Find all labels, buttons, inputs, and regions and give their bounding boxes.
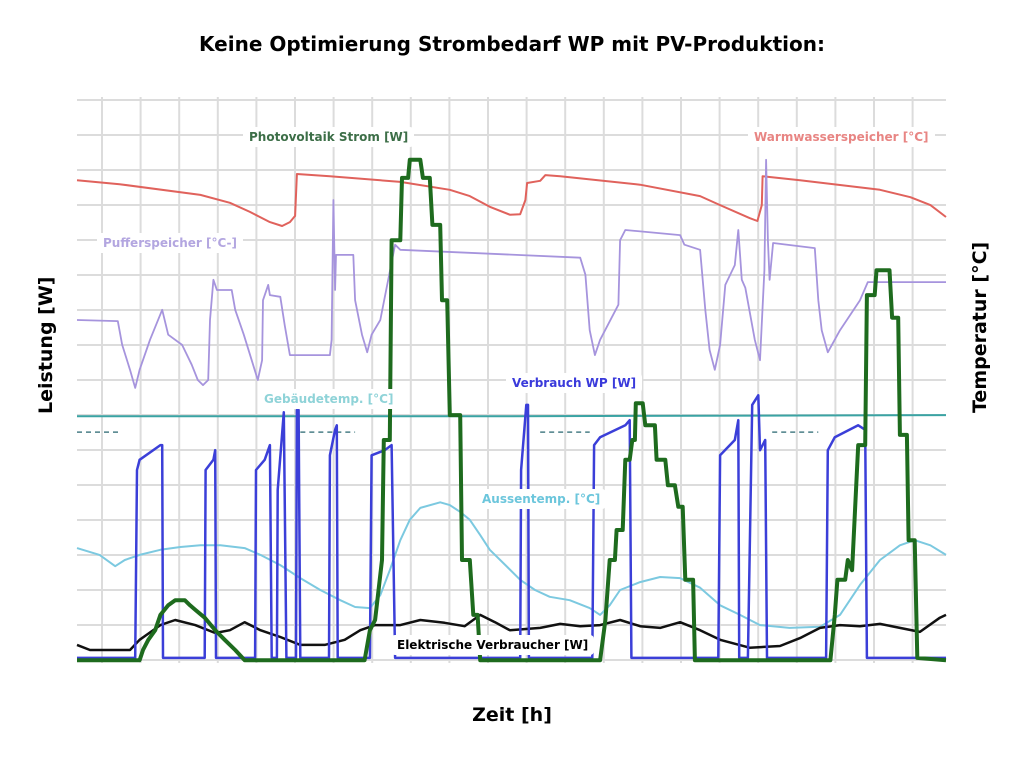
legend-label-gebaeudetemp: Gebäudetemp. [°C] [258,389,400,409]
series-line-warmwasserspeicher-c [76,173,947,227]
legend-label-warmwasser: Warmwasserspeicher [°C] [748,127,935,147]
series-line-verbrauch-wp-w [77,394,946,660]
legend-label-elektrische-verbraucher: Elektrische Verbraucher [W] [391,635,595,655]
legend-label-aussentemp: Aussentemp. [°C] [476,489,607,509]
series-line-pufferspeicher-c [76,158,946,389]
series-line-photovoltaik-strom-w [77,157,947,663]
chart-title: Keine Optimierung Strombedarf WP mit PV-… [199,32,825,56]
grid [77,97,946,663]
legend-label-puffer: Pufferspeicher [°C-] [97,233,244,253]
series-line-aussentemp-c [76,501,947,629]
series-line-geb-udetemp-c [77,414,947,418]
x-axis-label: Zeit [h] [472,704,552,726]
series-lines [76,157,947,663]
legend-label-pv: Photovoltaik Strom [W] [243,127,415,147]
series-line-elektrische-verbraucher-w [76,613,947,652]
legend-label-verbrauch-wp: Verbrauch WP [W] [506,373,643,393]
